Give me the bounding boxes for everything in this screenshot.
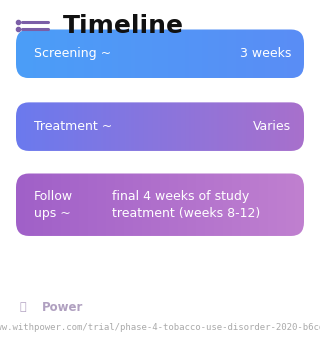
Text: 3 weeks: 3 weeks — [240, 47, 291, 60]
Text: Power: Power — [42, 301, 83, 314]
Text: www.withpower.com/trial/phase-4-tobacco-use-disorder-2020-b6cd4: www.withpower.com/trial/phase-4-tobacco-… — [0, 323, 320, 332]
Text: Treatment ~: Treatment ~ — [34, 120, 112, 133]
Text: Timeline: Timeline — [62, 14, 183, 38]
Text: Follow
ups ~: Follow ups ~ — [34, 190, 73, 220]
Text: Screening ~: Screening ~ — [34, 47, 111, 60]
Text: final 4 weeks of study
treatment (weeks 8-12): final 4 weeks of study treatment (weeks … — [112, 190, 260, 220]
Text: Ⓟ: Ⓟ — [19, 302, 26, 312]
Text: Varies: Varies — [253, 120, 291, 133]
